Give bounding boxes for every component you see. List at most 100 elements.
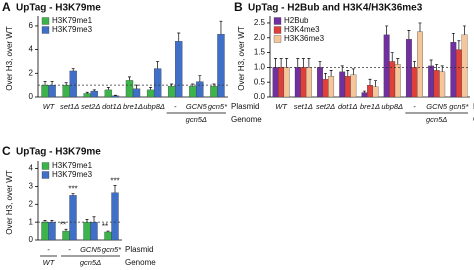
- bar: [132, 88, 141, 98]
- x-tick-label: gcn5*: [208, 102, 228, 111]
- error-bar: [418, 22, 422, 32]
- chart-title: UpTag - H2Bub and H3K4/H3K36me3: [248, 3, 423, 14]
- error-bar: [440, 65, 444, 72]
- error-bar: [407, 30, 411, 40]
- x-tick-label: set2Δ: [316, 102, 335, 111]
- error-bar: [191, 83, 195, 87]
- genome-label: gcn5Δ: [80, 258, 101, 267]
- y-tick-label: 0: [29, 92, 34, 101]
- x-tick-label: bre1Δ: [360, 102, 380, 111]
- bar: [411, 67, 418, 98]
- significance: **: [102, 222, 108, 231]
- bar: [389, 61, 396, 98]
- legend-label: H3K36me3: [284, 34, 325, 43]
- x-tick-label: WT: [275, 102, 288, 111]
- legend-swatch: [41, 171, 50, 179]
- x-tick-label: set1Δ: [60, 102, 79, 111]
- y-tick-label: 3: [29, 182, 34, 191]
- bar: [41, 85, 49, 98]
- error-bar: [113, 94, 117, 96]
- legend-swatch: [41, 26, 50, 34]
- error-bar: [198, 75, 202, 82]
- significance: ***: [110, 177, 119, 186]
- bar: [350, 74, 357, 98]
- y-tick-label: 4: [29, 164, 34, 173]
- y-tick-label: 0: [29, 235, 34, 244]
- bar: [394, 64, 401, 98]
- bar: [153, 68, 162, 98]
- y-axis-label: Over H3, over WT: [5, 170, 14, 235]
- genome-label: WT: [43, 258, 56, 267]
- bar: [283, 67, 290, 98]
- legend-swatch: [273, 35, 282, 43]
- bar: [111, 95, 120, 98]
- error-bar: [50, 81, 54, 86]
- bar: [461, 34, 468, 98]
- bar: [196, 81, 204, 98]
- bar: [48, 221, 56, 241]
- y-tick-label: 2.5: [254, 18, 266, 27]
- x-tick-label: GCN5: [426, 102, 448, 111]
- error-bar: [324, 72, 328, 80]
- bar: [217, 34, 225, 98]
- error-bar: [318, 61, 322, 68]
- error-bar: [340, 65, 344, 72]
- error-bar: [64, 82, 68, 86]
- error-bar: [374, 80, 378, 87]
- error-bar: [219, 20, 223, 35]
- x-tick-label: ubp8Δ: [381, 102, 403, 111]
- error-bar: [64, 228, 68, 232]
- bar: [367, 85, 373, 98]
- bar: [372, 86, 379, 98]
- error-bar: [92, 216, 96, 223]
- legend-label: H2Bub: [284, 16, 309, 25]
- y-tick-label: 1.0: [254, 62, 266, 71]
- bar: [69, 195, 77, 241]
- error-bar: [71, 68, 75, 71]
- x-tick-label: -: [68, 245, 71, 254]
- x-tick-label: dot1Δ: [338, 102, 358, 111]
- bar: [189, 86, 197, 98]
- panel-letter: B: [234, 0, 243, 14]
- x-tick-label: WT: [43, 102, 56, 111]
- significance: ***: [68, 185, 77, 194]
- error-bar: [177, 32, 181, 42]
- bar: [90, 90, 98, 98]
- bar: [450, 42, 457, 98]
- x-tick-label: GCN5: [80, 245, 102, 254]
- bar: [125, 80, 134, 98]
- bar: [300, 67, 307, 98]
- error-bar: [212, 83, 216, 87]
- y-tick-label: 2: [29, 68, 34, 77]
- error-bar: [385, 25, 389, 35]
- bar: [272, 67, 279, 98]
- error-bar: [274, 58, 278, 68]
- error-bar: [351, 68, 355, 75]
- bar: [48, 85, 56, 98]
- error-bar: [390, 52, 394, 62]
- legend-swatch: [273, 26, 282, 34]
- x-tick-label: -: [47, 245, 50, 254]
- error-bar: [43, 81, 47, 86]
- bar: [210, 86, 218, 98]
- x-tick-label: set1Δ: [294, 102, 313, 111]
- bar: [104, 231, 112, 241]
- bar: [328, 76, 335, 98]
- x-tick-label: gcn5*: [449, 102, 469, 111]
- error-bar: [71, 193, 75, 196]
- x-tick-label: GCN5: [186, 102, 208, 111]
- chart-title: UpTag - H3K79me: [16, 147, 101, 158]
- bar: [322, 79, 329, 98]
- error-bar: [462, 25, 466, 35]
- legend-label: H3K79me1: [52, 161, 93, 170]
- bar: [361, 92, 368, 98]
- error-bar: [106, 87, 110, 90]
- bar: [104, 89, 113, 98]
- error-bar: [457, 40, 461, 50]
- bar: [417, 31, 423, 98]
- x-tick-label: -: [413, 102, 416, 111]
- bar: [62, 85, 70, 98]
- bar: [146, 89, 155, 98]
- bar: [405, 39, 412, 98]
